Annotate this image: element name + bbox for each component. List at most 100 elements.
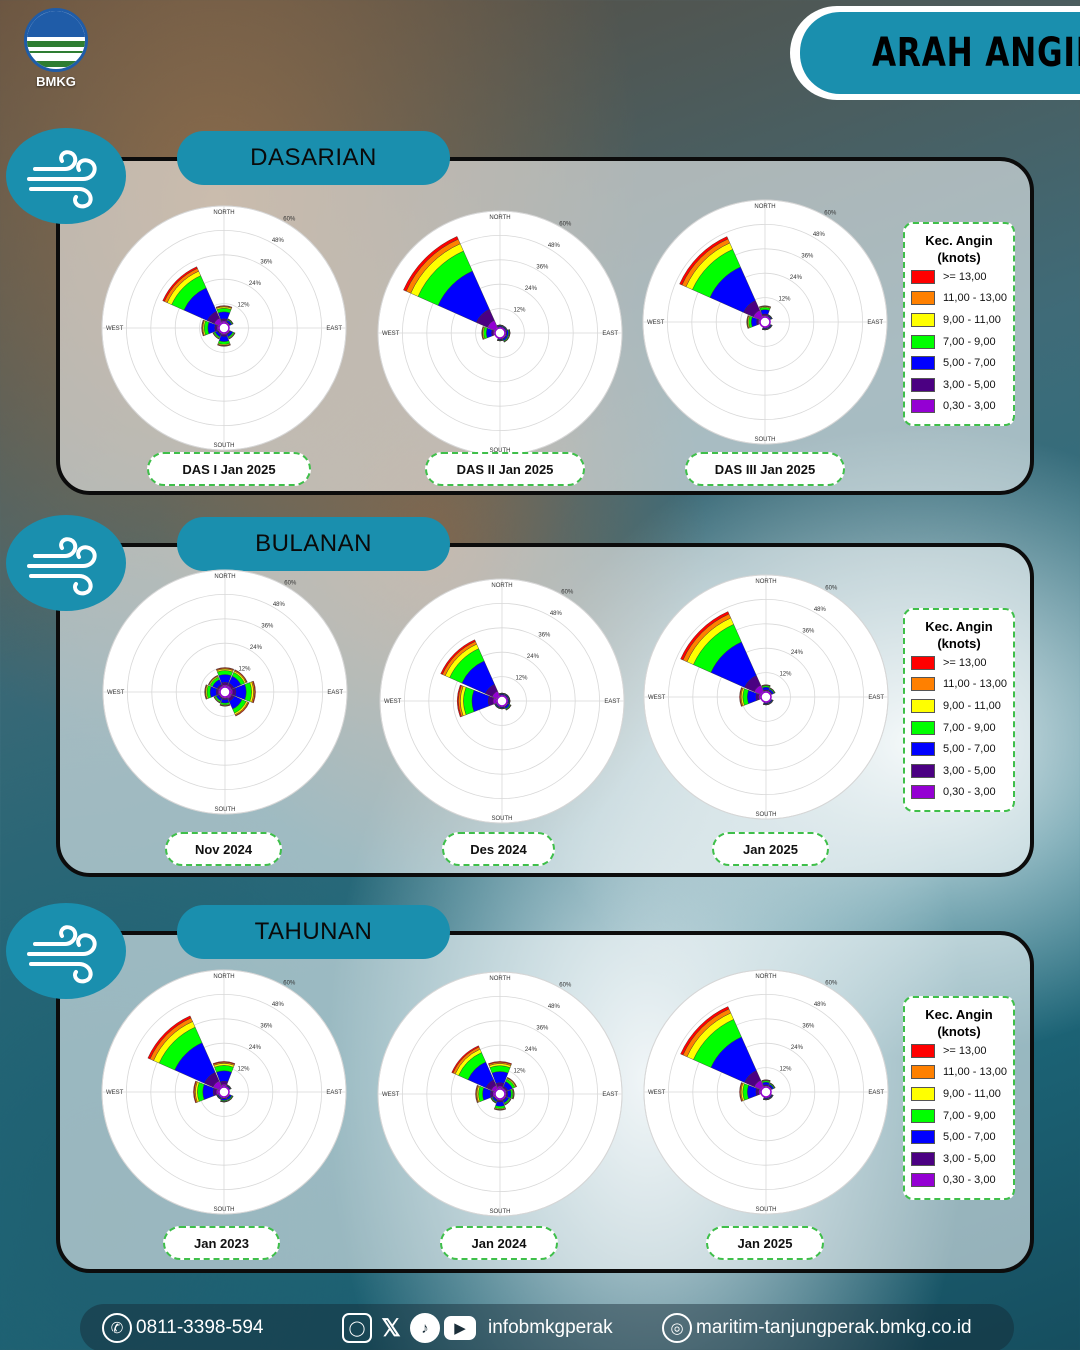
rose-ring-label: 48% bbox=[814, 607, 827, 613]
rose-label-south: SOUTH bbox=[214, 443, 235, 449]
rose-label-west: WEST bbox=[106, 1090, 124, 1096]
legend-item: 11,00 - 13,00 bbox=[911, 1062, 1009, 1084]
rose-center bbox=[218, 322, 230, 334]
rose-center bbox=[760, 1086, 772, 1098]
rose-petal-e bbox=[506, 1089, 512, 1099]
rose-petal-nw bbox=[680, 611, 730, 661]
rose-petal-se bbox=[227, 1095, 234, 1102]
rose-petal-se bbox=[767, 324, 773, 330]
youtube-icon[interactable]: ▶ bbox=[444, 1316, 476, 1340]
rose-label-east: EAST bbox=[326, 326, 342, 332]
rose-label-east: EAST bbox=[602, 331, 618, 337]
rose-center bbox=[218, 1086, 230, 1098]
phone-number: 0811-3398-594 bbox=[136, 1317, 264, 1338]
chart-label: Jan 2024 bbox=[440, 1226, 558, 1260]
rose-petal-sw bbox=[494, 704, 499, 709]
rose-ring-label: 12% bbox=[237, 1066, 250, 1072]
rose-ring-label: 24% bbox=[250, 645, 263, 651]
rose-ring-label: 48% bbox=[548, 243, 561, 249]
legend-swatch bbox=[911, 785, 935, 800]
rose-label-east: EAST bbox=[604, 699, 620, 705]
rose-petal-e bbox=[512, 1088, 515, 1100]
legend-swatch bbox=[911, 742, 935, 757]
rose-label-south: SOUTH bbox=[756, 1207, 777, 1213]
legend-item: 9,00 - 11,00 bbox=[911, 309, 1009, 331]
legend-item: 0,30 - 3,00 bbox=[911, 1170, 1009, 1192]
rose-petal-n bbox=[760, 309, 770, 315]
rose-petal-sw bbox=[490, 1097, 497, 1104]
rose-petal-nw bbox=[162, 266, 198, 302]
rose-label-north: NORTH bbox=[214, 574, 235, 580]
wind-rose-svg: NORTH SOUTH EAST WEST 12% 24% 36% 48% 60% bbox=[101, 205, 347, 451]
section-title-dasarian: DASARIAN bbox=[177, 131, 450, 185]
legend-swatch bbox=[911, 1130, 935, 1145]
legend-swatch bbox=[911, 291, 935, 306]
rose-label-east: EAST bbox=[326, 1090, 342, 1096]
rose-petal-e bbox=[252, 680, 256, 704]
wind-rose-chart: NORTH SOUTH EAST WEST 12% 24% 36% 48% 60% bbox=[378, 577, 626, 825]
whatsapp-icon: ✆ bbox=[102, 1313, 132, 1343]
legend-item: 11,00 - 13,00 bbox=[911, 288, 1009, 310]
rose-petal-w bbox=[193, 1080, 197, 1104]
legend-item: 5,00 - 7,00 bbox=[911, 1126, 1009, 1148]
rose-label-east: EAST bbox=[327, 690, 343, 696]
tiktok-icon[interactable]: ♪ bbox=[410, 1313, 440, 1343]
wind-rose-svg: NORTH SOUTH EAST WEST 12% 24% 36% 48% 60% bbox=[102, 569, 348, 815]
rose-ring-label: 60% bbox=[559, 221, 572, 227]
legend-swatch bbox=[911, 1108, 935, 1123]
instagram-icon[interactable]: ◯ bbox=[342, 1313, 372, 1343]
chart-label: Jan 2023 bbox=[163, 1226, 280, 1260]
footer-website[interactable]: ◎ maritim-tanjungperak.bmkg.co.id bbox=[662, 1312, 972, 1344]
rose-petal-sw bbox=[213, 696, 221, 704]
rose-petal-w bbox=[492, 697, 497, 705]
rose-petal-w bbox=[488, 695, 494, 707]
wind-icon bbox=[6, 128, 126, 224]
rose-label-north: NORTH bbox=[491, 583, 512, 589]
rose-ring-label: 36% bbox=[802, 1023, 815, 1029]
rose-ring-label: 48% bbox=[272, 238, 285, 244]
website-url: maritim-tanjungperak.bmkg.co.id bbox=[696, 1317, 972, 1338]
rose-label-east: EAST bbox=[867, 320, 883, 326]
rose-petal-n bbox=[761, 684, 771, 687]
chart-label: DAS I Jan 2025 bbox=[147, 452, 311, 486]
rose-petal-n bbox=[758, 305, 772, 308]
x-icon[interactable]: 𝕏 bbox=[381, 1314, 401, 1342]
legend-swatch bbox=[911, 763, 935, 778]
legend-swatch bbox=[911, 1086, 935, 1101]
wind-rose-chart: NORTH SOUTH EAST WEST 12% 24% 36% 48% 60% bbox=[641, 198, 889, 446]
rose-label-north: NORTH bbox=[489, 976, 510, 982]
rose-label-north: NORTH bbox=[755, 579, 776, 585]
rose-petal-ne bbox=[502, 325, 508, 331]
rose-petal-sw bbox=[216, 1095, 221, 1100]
wind-rose-chart: NORTH SOUTH EAST WEST 12% 24% 36% 48% 60% bbox=[100, 968, 348, 1216]
legend-label: 5,00 - 7,00 bbox=[943, 1131, 996, 1144]
rose-petal-n bbox=[215, 305, 233, 308]
legend-item: >= 13,00 bbox=[911, 652, 1009, 674]
rose-label-north: NORTH bbox=[213, 210, 234, 216]
legend-swatch bbox=[911, 720, 935, 735]
wind-rose-chart: NORTH SOUTH EAST WEST 12% 24% 36% 48% 60% bbox=[376, 970, 624, 1218]
rose-center bbox=[496, 695, 508, 707]
chart-label: Jan 2025 bbox=[706, 1226, 824, 1260]
rose-ring-label: 60% bbox=[824, 210, 837, 216]
legend-item: 0,30 - 3,00 bbox=[911, 782, 1009, 804]
rose-petal-ne bbox=[227, 318, 234, 325]
rose-petal-w bbox=[201, 319, 204, 337]
footer-social[interactable]: ◯ 𝕏 ♪ ▶ infobmkgperak bbox=[342, 1312, 613, 1344]
rose-petal-s bbox=[493, 1108, 507, 1111]
legend-item: 3,00 - 5,00 bbox=[911, 1148, 1009, 1170]
rose-ring-label: 48% bbox=[548, 1004, 561, 1010]
footer-phone[interactable]: ✆ 0811-3398-594 bbox=[102, 1312, 263, 1344]
rose-petal-se bbox=[768, 699, 774, 705]
wind-rose-svg: NORTH SOUTH EAST WEST 12% 24% 36% 48% 60% bbox=[377, 210, 623, 456]
legend-item: 9,00 - 11,00 bbox=[911, 695, 1009, 717]
rose-petal-n bbox=[496, 324, 504, 326]
rose-ring-label: 36% bbox=[801, 253, 814, 259]
rose-label-north: NORTH bbox=[755, 974, 776, 980]
rose-petal-n bbox=[761, 1079, 771, 1082]
legend-label: 3,00 - 5,00 bbox=[943, 1152, 996, 1165]
legend-label: 9,00 - 11,00 bbox=[943, 699, 1001, 712]
rose-petal-se bbox=[235, 702, 250, 717]
rose-petal-e bbox=[509, 697, 511, 705]
globe-icon: ◎ bbox=[662, 1313, 692, 1343]
